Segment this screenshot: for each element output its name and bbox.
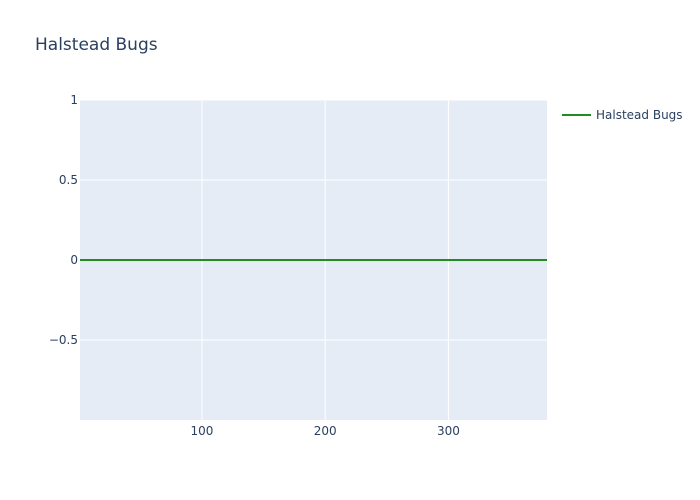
y-tick-label: 0.5 <box>59 173 78 187</box>
x-tick-label: 100 <box>191 424 214 438</box>
legend-label: Halstead Bugs <box>596 108 683 122</box>
y-tick-label: −0.5 <box>49 333 78 347</box>
chart-title: Halstead Bugs <box>35 35 158 55</box>
legend[interactable]: Halstead Bugs <box>562 108 683 122</box>
y-tick-label: 0 <box>70 253 78 267</box>
tick-labels: 100 200 300 1 0.5 0 −0.5 <box>49 93 460 438</box>
x-tick-label: 300 <box>437 424 460 438</box>
x-tick-label: 200 <box>314 424 337 438</box>
y-tick-label: 1 <box>70 93 78 107</box>
